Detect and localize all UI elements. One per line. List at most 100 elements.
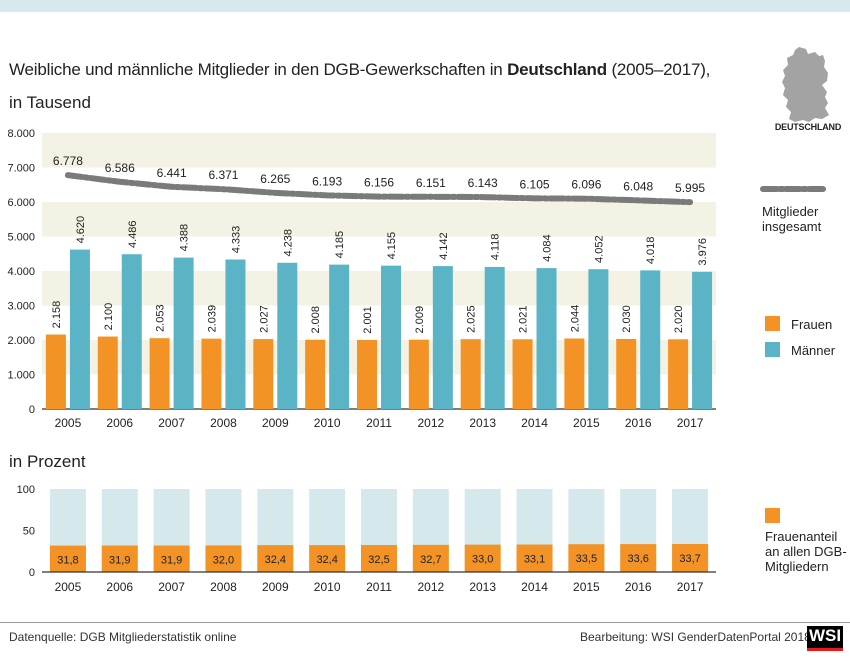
bar-frauen: [512, 339, 533, 409]
total-label: 6.193: [312, 174, 342, 188]
pct-y-tick-label: 100: [17, 484, 35, 496]
y-tick-label: 4.000: [7, 266, 35, 278]
bar-frauen: [460, 339, 481, 409]
total-label: 6.586: [105, 161, 135, 175]
bar-label-frauen: 2.027: [258, 305, 270, 333]
bar-frauen: [564, 338, 585, 409]
pct-bar-frauen: [412, 544, 449, 572]
bar-label-maenner: 4.486: [127, 220, 139, 248]
pct-x-tick-label: 2007: [158, 580, 185, 594]
pct-bar-label: 33,7: [679, 553, 700, 565]
total-label: 6.371: [208, 168, 238, 182]
bar-maenner: [277, 262, 298, 409]
y-tick-label: 0: [29, 404, 35, 416]
bar-frauen: [149, 338, 170, 409]
editor-note: Bearbeitung: WSI GenderDatenPortal 2018: [580, 630, 811, 644]
bar-label-maenner: 4.018: [645, 237, 657, 265]
pct-bar-frauen: [257, 545, 294, 572]
bar-frauen: [408, 339, 429, 409]
bar-maenner: [432, 266, 453, 409]
total-label: 6.105: [520, 177, 550, 191]
pct-x-tick-label: 2014: [521, 580, 548, 594]
x-tick-label: 2006: [106, 416, 133, 430]
total-label: 6.156: [364, 176, 394, 190]
pct-bar-label: 33,5: [576, 553, 597, 565]
pct-bar-frauen: [153, 545, 190, 572]
pct-x-tick-label: 2016: [625, 580, 652, 594]
bar-label-maenner: 4.333: [230, 226, 242, 254]
x-tick-label: 2009: [262, 416, 289, 430]
y-tick-label: 3.000: [7, 301, 35, 313]
pct-bar-label: 32,7: [420, 554, 441, 566]
pct-x-tick-label: 2005: [55, 580, 82, 594]
legend-anteil-swatch: [765, 508, 780, 523]
bar-label-maenner: 4.620: [75, 216, 87, 244]
legend-total-line-icon: [760, 186, 826, 192]
x-tick-label: 2005: [55, 416, 82, 430]
pct-x-tick-label: 2017: [677, 580, 704, 594]
bar-frauen: [253, 339, 274, 409]
pct-bar-label: 32,4: [265, 554, 286, 566]
chart-title: Weibliche und männliche Mitglieder in de…: [9, 60, 711, 79]
source-note: Datenquelle: DGB Mitgliederstatistik onl…: [9, 630, 237, 644]
legend-maenner-swatch: [765, 342, 780, 357]
bar-maenner: [381, 265, 401, 409]
total-label: 6.096: [571, 178, 601, 192]
pct-x-tick-label: 2008: [210, 580, 237, 594]
pct-bar-label: 33,1: [524, 554, 545, 566]
legend-frauen-label: Frauen: [791, 317, 833, 332]
bar-label-frauen: 2.039: [206, 305, 218, 333]
grid-band: [42, 271, 716, 306]
bar-maenner: [225, 259, 246, 409]
bar-label-frauen: 2.030: [621, 305, 633, 333]
bar-label-frauen: 2.021: [518, 306, 530, 334]
pct-bar-label: 31,9: [161, 555, 182, 567]
grid-band: [42, 202, 716, 237]
pct-bar-label: 32,5: [368, 554, 389, 566]
bar-label-maenner: 4.118: [490, 234, 502, 261]
total-label: 5.995: [675, 181, 705, 195]
pct-bar-frauen: [361, 545, 397, 572]
bar-label-frauen: 2.020: [673, 306, 685, 334]
bar-label-maenner: 4.238: [282, 229, 294, 257]
total-label: 6.143: [468, 176, 498, 190]
bar-label-maenner: 4.388: [179, 224, 191, 252]
pct-x-tick-label: 2010: [314, 580, 341, 594]
bar-frauen: [97, 336, 118, 409]
x-tick-label: 2010: [314, 416, 341, 430]
bar-maenner: [484, 266, 505, 409]
bar-label-frauen: 2.053: [155, 304, 167, 332]
x-tick-label: 2007: [158, 416, 185, 430]
grid-band: [42, 133, 716, 168]
percent-section-title: in Prozent: [9, 452, 86, 471]
bar-label-frauen: 2.044: [569, 305, 581, 333]
x-tick-label: 2011: [366, 416, 392, 430]
bar-label-maenner: 4.052: [593, 235, 605, 263]
bar-label-maenner: 4.084: [542, 234, 554, 262]
bar-maenner: [329, 264, 350, 409]
legend-total: Mitglieder insgesamt: [762, 204, 821, 234]
map-label: DEUTSCHLAND: [774, 122, 842, 132]
bar-label-frauen: 2.025: [466, 305, 478, 333]
bar-maenner: [588, 269, 609, 409]
pct-bar-label: 33,0: [472, 554, 493, 566]
pct-bar-frauen: [101, 545, 138, 572]
bar-frauen: [201, 338, 222, 409]
bar-label-frauen: 2.158: [51, 301, 63, 329]
bar-maenner: [536, 268, 557, 409]
pct-bar-frauen: [49, 545, 86, 572]
bar-maenner: [692, 271, 713, 409]
pct-y-tick-label: 0: [29, 567, 35, 579]
pct-bar-label: 31,9: [109, 555, 130, 567]
total-label: 6.265: [260, 172, 290, 186]
wsi-logo-bar: [807, 648, 843, 651]
x-tick-label: 2015: [573, 416, 600, 430]
germany-map-icon: [782, 47, 829, 122]
bar-label-frauen: 2.100: [103, 303, 115, 331]
pct-x-tick-label: 2012: [417, 580, 444, 594]
pct-bar-label: 32,4: [316, 554, 337, 566]
bar-label-maenner: 4.142: [438, 232, 450, 260]
bar-label-frauen: 2.009: [414, 306, 426, 334]
footer-divider: [0, 622, 850, 623]
pct-bar-frauen: [516, 544, 553, 572]
